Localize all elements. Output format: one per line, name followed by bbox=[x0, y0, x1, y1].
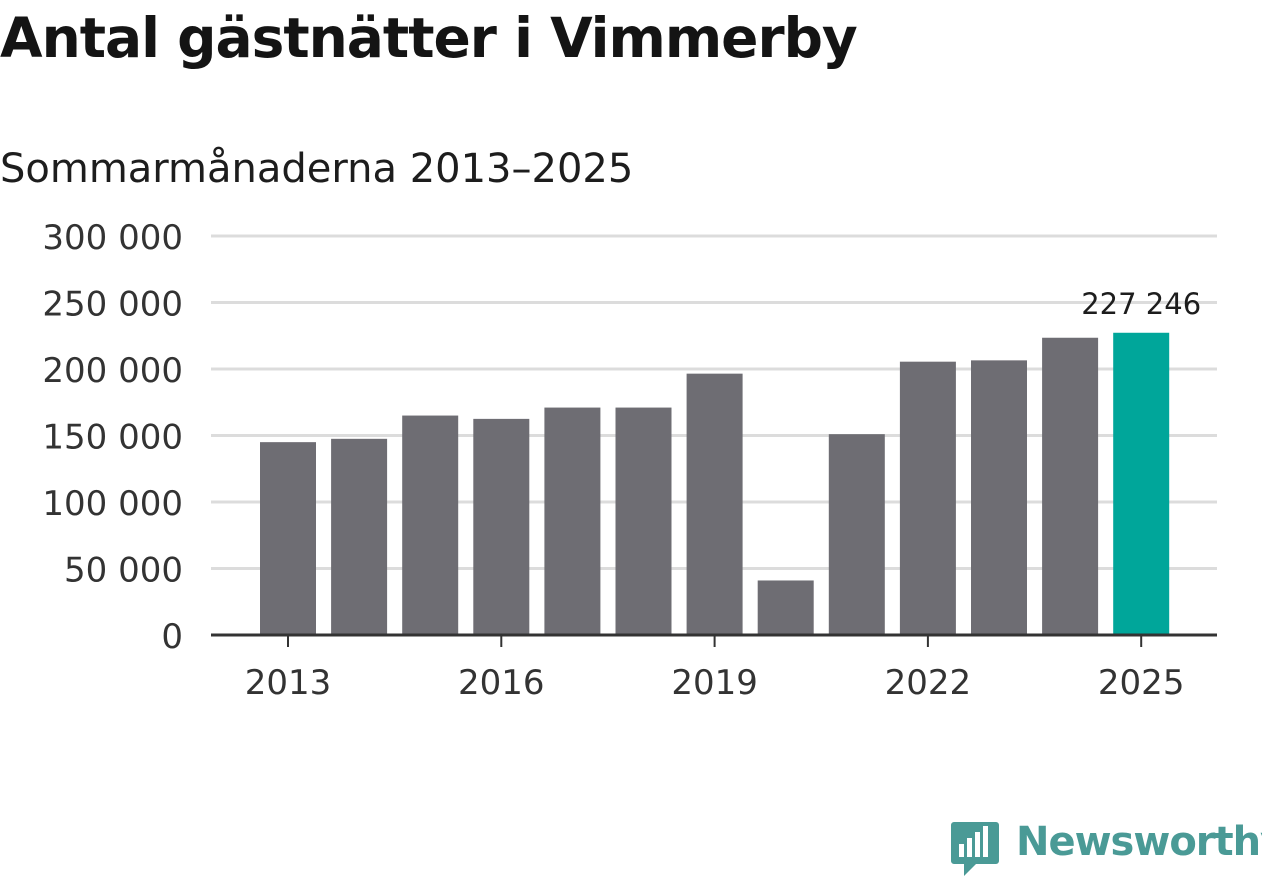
y-tick-label: 50 000 bbox=[64, 551, 183, 591]
bar bbox=[331, 438, 388, 635]
x-tick-label: 2025 bbox=[1098, 663, 1185, 703]
newsworthy-logo-icon bbox=[951, 822, 999, 876]
chart-subtitle: Sommarmånaderna 2013–2025 bbox=[0, 146, 634, 192]
x-tick-label: 2013 bbox=[245, 663, 332, 703]
bar bbox=[260, 442, 316, 635]
x-tick-label: 2022 bbox=[885, 663, 972, 703]
bar-highlight bbox=[1113, 332, 1170, 635]
y-tick-label: 300 000 bbox=[42, 218, 183, 258]
bar bbox=[544, 407, 601, 635]
bar bbox=[402, 415, 459, 635]
x-tick-label: 2016 bbox=[458, 663, 545, 703]
bar bbox=[1042, 337, 1099, 635]
y-tick-label: 0 bbox=[161, 617, 183, 657]
x-axis-tick-labels: 2013 2016 2019 2022 2025 bbox=[245, 663, 1185, 703]
bar bbox=[971, 360, 1027, 635]
newsworthy-brand: Newsworthy bbox=[950, 818, 1262, 878]
bar bbox=[686, 373, 743, 635]
bar bbox=[757, 580, 814, 635]
data-label: 227 246 bbox=[1081, 287, 1201, 321]
x-tick-label: 2019 bbox=[671, 663, 758, 703]
bar bbox=[899, 361, 956, 635]
y-tick-label: 200 000 bbox=[42, 351, 183, 391]
chart-title: Antal gästnätter i Vimmerby bbox=[0, 6, 858, 70]
x-axis bbox=[211, 633, 1217, 647]
bars bbox=[260, 332, 1170, 635]
y-tick-label: 150 000 bbox=[42, 418, 183, 458]
bar bbox=[473, 418, 530, 635]
bar bbox=[828, 434, 885, 635]
y-tick-label: 100 000 bbox=[42, 484, 183, 524]
y-axis-tick-labels: 0 50 000 100 000 150 000 200 000 250 000 300 0… bbox=[42, 218, 183, 657]
newsworthy-wordmark: Newsworthy bbox=[1016, 819, 1262, 865]
bar bbox=[615, 407, 672, 635]
y-tick-label: 250 000 bbox=[42, 285, 183, 325]
data-labels: 227 246 bbox=[1081, 287, 1201, 321]
